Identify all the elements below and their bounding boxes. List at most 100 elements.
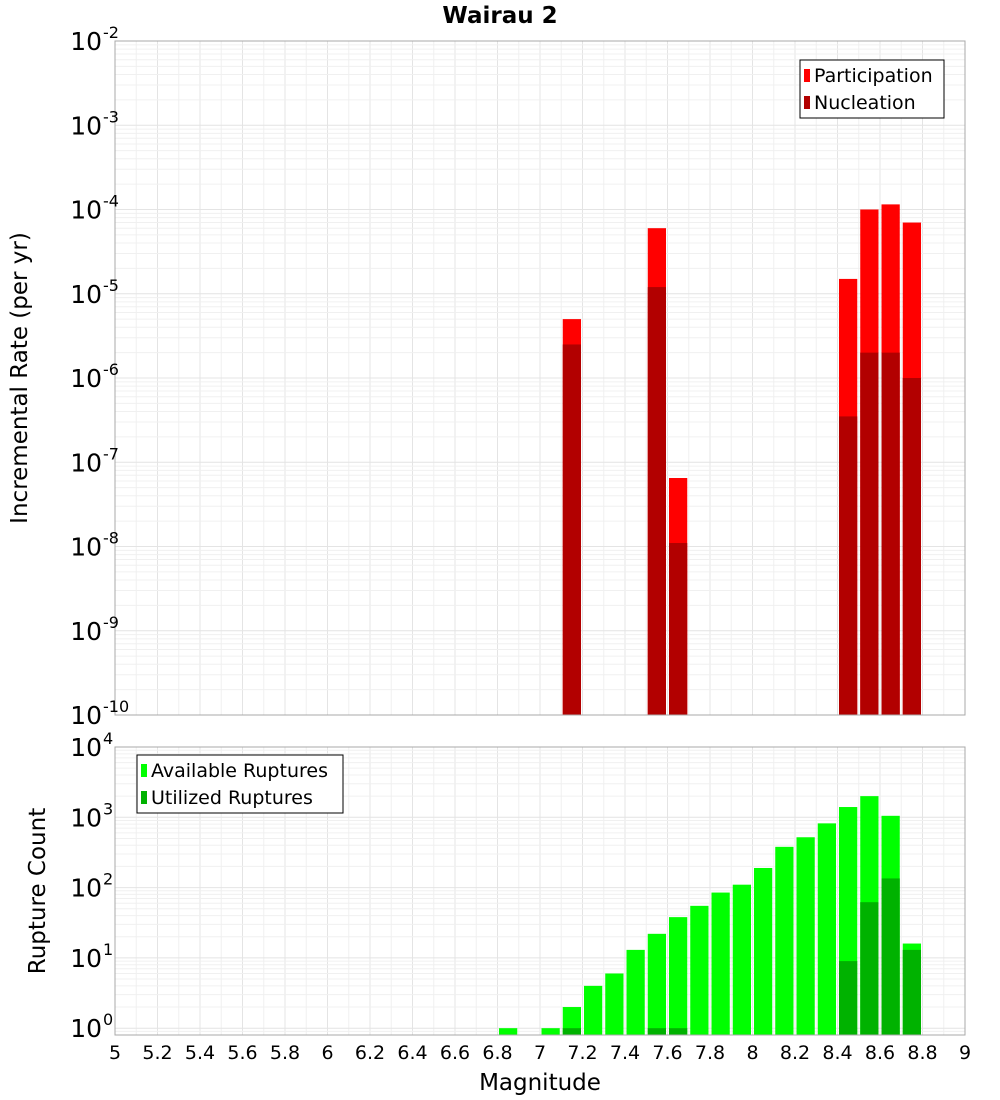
y-tick-base: 10 — [70, 27, 102, 56]
top-y-axis-label: Incremental Rate (per yr) — [7, 232, 33, 524]
x-tick-label: 8.4 — [822, 1042, 852, 1064]
y-tick-label: 10 4 — [70, 729, 113, 762]
bar-utilized-ruptures — [562, 1028, 581, 1035]
legend-entry: Nucleation — [814, 92, 916, 114]
y-tick-exponent: -10 — [103, 697, 129, 716]
x-tick-label: 6.4 — [397, 1042, 427, 1064]
y-tick-base: 10 — [70, 111, 102, 140]
y-tick-label: 10 -6 — [70, 360, 119, 393]
legend-swatch — [141, 764, 147, 777]
x-tick-label: 5.2 — [142, 1042, 172, 1064]
legend-box — [799, 59, 945, 119]
x-tick-label: 8 — [746, 1042, 758, 1064]
bar-utilized-ruptures — [647, 1028, 666, 1035]
bar-nucleation — [669, 543, 688, 715]
x-tick-label: 6.6 — [440, 1042, 470, 1064]
x-tick-label: 8.8 — [907, 1042, 937, 1064]
y-tick-base: 10 — [70, 733, 102, 762]
legend: Participation Nucleation — [799, 59, 945, 119]
y-tick-label: 10 -7 — [70, 444, 119, 477]
y-tick-base: 10 — [70, 701, 102, 730]
x-tick-label: 7 — [534, 1042, 546, 1064]
x-tick-label: 5.4 — [185, 1042, 215, 1064]
x-tick-label: 6.2 — [355, 1042, 385, 1064]
bar-utilized-ruptures — [902, 949, 921, 1035]
bar-available-ruptures — [562, 1007, 581, 1035]
x-tick-label: 5.6 — [227, 1042, 257, 1064]
y-tick-exponent: -3 — [103, 107, 119, 126]
y-tick-base: 10 — [70, 196, 102, 225]
x-tick-label: 5 — [109, 1042, 121, 1064]
bar-available-ruptures — [796, 837, 815, 1035]
chart-title: Wairau 2 — [442, 3, 557, 29]
x-tick-label: 8.2 — [780, 1042, 810, 1064]
x-tick-label: 9 — [959, 1042, 971, 1064]
bar-utilized-ruptures — [839, 961, 858, 1035]
y-tick-label: 10 -10 — [70, 697, 129, 730]
bar-available-ruptures — [775, 846, 794, 1035]
x-axis-label: Magnitude — [479, 1070, 601, 1096]
y-tick-exponent: 1 — [103, 940, 113, 959]
y-tick-exponent: -2 — [103, 23, 119, 42]
y-tick-exponent: -8 — [103, 529, 119, 548]
y-tick-exponent: 4 — [103, 729, 113, 748]
y-tick-base: 10 — [70, 448, 102, 477]
y-tick-base: 10 — [70, 533, 102, 562]
y-tick-label: 10 2 — [70, 870, 113, 903]
legend: Available Ruptures Utilized Ruptures — [136, 754, 344, 814]
plot-frame — [114, 746, 966, 1036]
y-tick-base: 10 — [70, 617, 102, 646]
legend-entry: Available Ruptures — [151, 760, 328, 782]
y-tick-label: 10 3 — [70, 799, 113, 832]
bar-utilized-ruptures — [881, 878, 900, 1035]
x-tick-label: 5.8 — [270, 1042, 300, 1064]
bar-available-ruptures — [711, 892, 730, 1035]
bar-available-ruptures — [817, 823, 836, 1035]
bar-available-ruptures — [605, 973, 624, 1035]
y-tick-label: 10 -4 — [70, 192, 119, 225]
bar-nucleation — [902, 378, 921, 715]
y-tick-label: 10 -3 — [70, 107, 119, 140]
x-tick-label: 6 — [321, 1042, 333, 1064]
y-tick-base: 10 — [70, 1014, 102, 1043]
y-tick-exponent: -9 — [103, 613, 119, 632]
bar-utilized-ruptures — [860, 902, 879, 1035]
y-tick-exponent: 2 — [103, 870, 113, 889]
bar-available-ruptures — [499, 1028, 518, 1035]
bar-available-ruptures — [541, 1028, 560, 1035]
bar-available-ruptures — [754, 867, 773, 1035]
bar-available-ruptures — [732, 884, 751, 1035]
x-tick-label: 7.4 — [610, 1042, 640, 1064]
y-tick-label: 10 -2 — [70, 23, 119, 56]
y-tick-label: 10 -8 — [70, 529, 119, 562]
y-tick-label: 10 0 — [70, 1010, 113, 1043]
legend-swatch — [141, 791, 147, 804]
y-tick-exponent: -6 — [103, 360, 119, 379]
plot-frame — [114, 40, 966, 716]
bar-available-ruptures — [584, 985, 603, 1035]
y-tick-base: 10 — [70, 803, 102, 832]
bar-available-ruptures — [690, 905, 709, 1035]
bar-nucleation — [860, 352, 879, 715]
x-tick-label: 7.6 — [652, 1042, 682, 1064]
y-tick-label: 10 1 — [70, 940, 113, 973]
bar-nucleation — [881, 352, 900, 715]
legend-swatch — [804, 96, 810, 109]
y-tick-exponent: -7 — [103, 444, 119, 463]
bar-available-ruptures — [669, 917, 688, 1035]
legend-box — [136, 754, 344, 814]
x-tick-label: 8.6 — [865, 1042, 895, 1064]
bar-utilized-ruptures — [669, 1028, 688, 1035]
bar-available-ruptures — [647, 933, 666, 1035]
y-tick-exponent: -5 — [103, 276, 119, 295]
y-tick-label: 10 -5 — [70, 276, 119, 309]
bar-nucleation — [839, 416, 858, 715]
y-tick-base: 10 — [70, 944, 102, 973]
legend-entry: Participation — [814, 65, 933, 87]
y-tick-base: 10 — [70, 280, 102, 309]
x-tick-label: 7.2 — [567, 1042, 597, 1064]
legend-swatch — [804, 69, 810, 82]
